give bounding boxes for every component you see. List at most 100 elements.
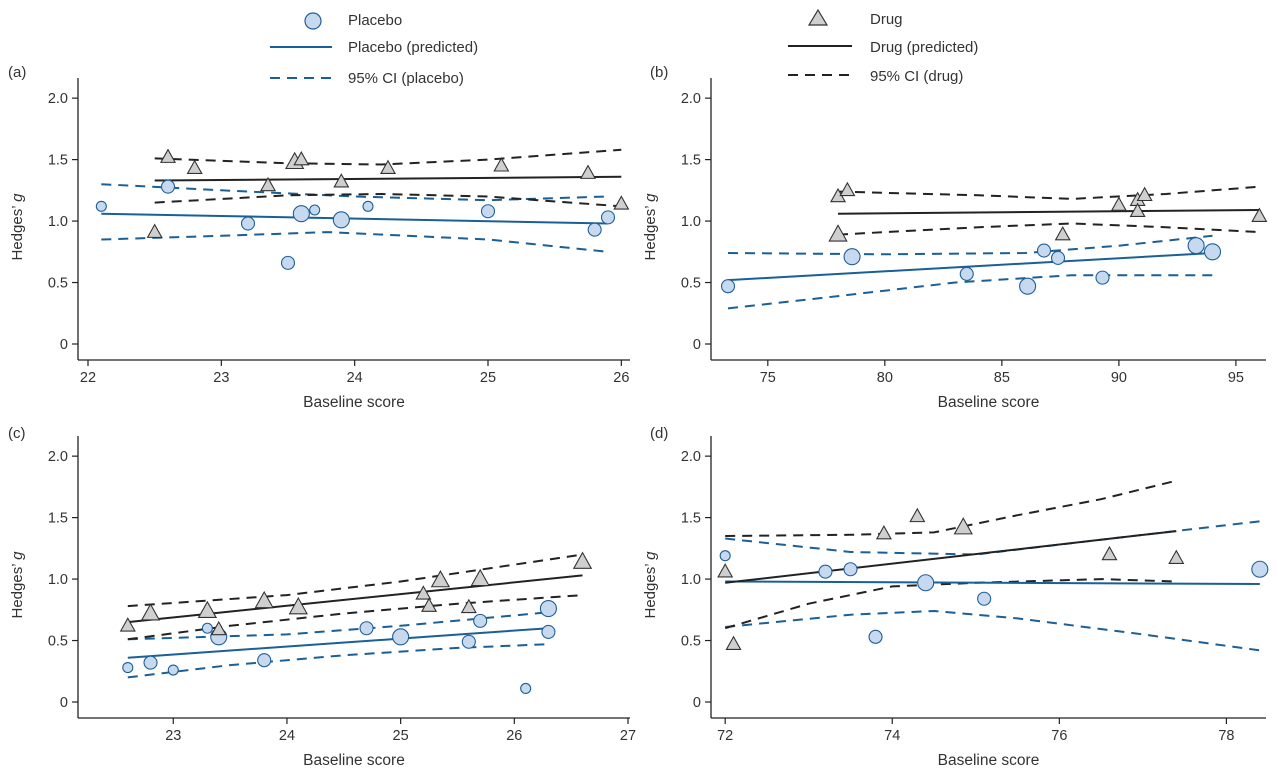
panel-d-chart: (d) 0 0.5 1.0 1.5 2.0 72 74 76 78 Baseline score He… — [642, 425, 1269, 769]
placebo-point — [160, 179, 176, 194]
drug-ci-upper-line — [837, 185, 1260, 200]
y-tick-label: 0.5 — [681, 276, 701, 292]
x-tick-label: 25 — [393, 728, 409, 744]
y-tick-label: 1.0 — [681, 572, 701, 588]
drug-point — [259, 176, 277, 192]
drug-point — [579, 164, 597, 179]
y-tick-label: 2.0 — [48, 91, 68, 107]
x-axis-title: Baseline score — [303, 752, 405, 769]
placebo-point — [587, 222, 602, 237]
x-tick-label: 76 — [1051, 728, 1067, 744]
y-tick-label: 1.0 — [48, 572, 68, 588]
legend-placebo: Placebo Placebo (predicted) 95% CI (plac… — [270, 12, 478, 87]
drug-point — [1168, 549, 1185, 564]
drug-point — [909, 507, 926, 523]
x-tick-label: 78 — [1218, 728, 1234, 744]
drug-predicted-line — [127, 574, 583, 624]
placebo-point — [843, 562, 858, 577]
placebo-point — [1095, 270, 1110, 285]
placebo-point — [332, 211, 350, 229]
x-tick-label: 27 — [620, 728, 636, 744]
x-tick-label: 24 — [347, 370, 363, 386]
drug-point — [1251, 207, 1268, 222]
placebo-point — [392, 628, 410, 646]
placebo-point — [720, 279, 736, 294]
x-axis-title: Baseline score — [938, 752, 1040, 769]
placebo-point — [1187, 237, 1205, 255]
legend-drug: Drug Drug (predicted) 95% CI (drug) — [788, 8, 978, 85]
drug-point — [333, 173, 350, 188]
drug-ci-upper-line — [127, 553, 583, 608]
drug-point — [210, 620, 227, 636]
drug-point — [875, 524, 892, 540]
placebo-point — [143, 655, 158, 670]
placebo-ci-upper-line — [725, 520, 1260, 556]
y-tick-label: 0 — [60, 695, 68, 711]
placebo-point — [818, 564, 833, 579]
y-tick-label: 2.0 — [681, 449, 701, 465]
placebo-point — [868, 629, 883, 644]
drug-point — [140, 603, 161, 621]
y-tick-label: 2.0 — [48, 449, 68, 465]
drug-point — [1129, 202, 1146, 218]
drug-point — [119, 617, 136, 632]
placebo-point — [600, 210, 616, 225]
y-tick-label: 0 — [693, 337, 701, 353]
placebo-point — [201, 622, 213, 634]
drug-point — [379, 159, 397, 174]
drug-point — [159, 148, 177, 163]
y-tick-label: 0 — [693, 695, 701, 711]
x-tick-label: 72 — [717, 728, 733, 744]
panel-label: (c) — [8, 425, 26, 442]
x-tick-label: 80 — [877, 370, 893, 386]
drug-ci-upper-line — [154, 148, 622, 166]
y-tick-label: 1.5 — [48, 511, 68, 527]
y-tick-label: 1.5 — [681, 511, 701, 527]
y-tick-label: 0 — [60, 337, 68, 353]
placebo-point — [461, 634, 476, 649]
x-tick-label: 25 — [480, 370, 496, 386]
x-tick-label: 75 — [760, 370, 776, 386]
x-tick-label: 74 — [884, 728, 900, 744]
placebo-point — [1036, 243, 1052, 258]
placebo-point — [917, 574, 935, 592]
placebo-predicted-line — [101, 212, 609, 225]
drug-point — [421, 597, 438, 612]
legend-placebo-marker-icon — [304, 12, 322, 30]
placebo-point — [1019, 277, 1037, 295]
drug-point — [288, 597, 308, 615]
y-axis-title: Hedges’ g — [9, 551, 26, 619]
drug-point — [1054, 225, 1071, 241]
drug-point — [828, 224, 848, 242]
placebo-point — [539, 600, 557, 618]
placebo-ci-lower-line — [127, 643, 549, 679]
x-tick-label: 95 — [1228, 370, 1244, 386]
x-axis-title: Baseline score — [938, 394, 1040, 411]
placebo-point — [480, 204, 496, 219]
drug-point — [613, 195, 630, 210]
y-axis-title: Hedges’ g — [642, 551, 659, 619]
placebo-ci-lower-line — [101, 231, 609, 253]
y-tick-label: 0.5 — [48, 634, 68, 650]
drug-point — [197, 600, 218, 619]
drug-point — [430, 569, 451, 588]
drug-point — [493, 157, 510, 172]
placebo-predicted-line — [725, 580, 1260, 585]
y-axis-title: Hedges’ g — [642, 193, 659, 261]
x-tick-label: 90 — [1111, 370, 1127, 386]
legend-placebo-line-label: Placebo (predicted) — [348, 39, 478, 56]
panel-label: (b) — [650, 64, 668, 81]
drug-point — [186, 159, 203, 174]
x-tick-label: 23 — [165, 728, 181, 744]
drug-ci-lower-line — [154, 193, 622, 208]
y-tick-label: 1.5 — [48, 153, 68, 169]
x-tick-label: 26 — [506, 728, 522, 744]
drug-point — [293, 151, 310, 166]
placebo-point — [292, 205, 310, 223]
placebo-point — [240, 216, 256, 231]
drug-point — [1110, 196, 1127, 211]
x-tick-label: 23 — [213, 370, 229, 386]
placebo-point — [1203, 243, 1222, 261]
placebo-point — [122, 662, 134, 674]
placebo-ci-upper-line — [727, 234, 1213, 256]
